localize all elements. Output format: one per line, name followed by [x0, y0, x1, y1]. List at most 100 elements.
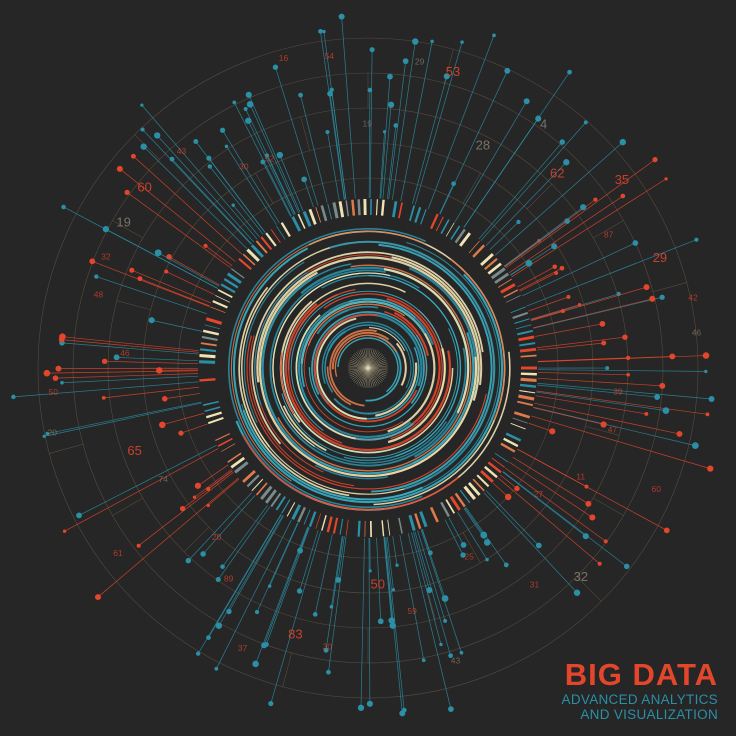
- barcode-segment: [345, 519, 349, 536]
- radial-spoke: [407, 533, 452, 710]
- spoke-end-dot: [504, 493, 512, 501]
- center-ray: [367, 367, 383, 382]
- concentric-arcs: [228, 228, 511, 511]
- spoke-end-dot: [129, 267, 135, 273]
- spoke-end-dot: [179, 505, 186, 512]
- spoke-end-dot: [325, 129, 330, 135]
- radial-spoke: [392, 536, 398, 566]
- number-label: 31: [530, 580, 540, 590]
- barcode-segment: [398, 202, 403, 219]
- radial-spoke: [300, 95, 328, 204]
- radial-spoke: [249, 104, 299, 213]
- spoke-end-dot: [427, 550, 433, 556]
- barcode-segment: [520, 377, 537, 383]
- center-ray: [367, 367, 385, 380]
- radial-spoke: [47, 401, 202, 434]
- radial-spoke: [157, 252, 220, 287]
- radial-spoke: [504, 240, 540, 267]
- spoke-end-dot: [597, 561, 602, 566]
- barcode-segment: [520, 354, 537, 358]
- radial-spoke: [483, 492, 578, 593]
- barcode-segment: [251, 478, 264, 492]
- barcode-segment: [199, 360, 216, 364]
- spoke-end-dot: [585, 500, 592, 507]
- spoke-end-dot: [603, 539, 608, 544]
- radial-spoke: [168, 256, 220, 286]
- spoke-end-dot: [245, 91, 252, 98]
- spoke-end-dot: [626, 373, 630, 377]
- data-arc: [282, 405, 327, 452]
- center-ray: [367, 365, 388, 369]
- barcode-segment: [454, 492, 466, 508]
- barcode-segment: [338, 201, 345, 218]
- spoke-end-dot: [366, 700, 373, 707]
- data-arc: [238, 286, 350, 497]
- barcode-segment: [275, 496, 286, 511]
- spoke-end-dot: [480, 531, 488, 539]
- barcode-segment: [445, 222, 455, 237]
- brand-title: BIG DATA: [564, 657, 718, 692]
- spoke-end-dot: [676, 431, 683, 437]
- barcode-segment: [468, 240, 480, 254]
- center-ray: [357, 367, 369, 386]
- radial-spoke: [116, 356, 199, 362]
- spoke-end-dot: [169, 156, 175, 162]
- number-label: 46: [692, 327, 702, 337]
- barcode-segment: [519, 390, 536, 394]
- center-ray: [367, 359, 387, 369]
- number-label: 27: [534, 489, 544, 499]
- spoke-end-dot: [600, 421, 607, 428]
- spoke-end-dot: [559, 265, 565, 271]
- radial-spoke: [531, 415, 711, 469]
- radial-spoke: [266, 155, 296, 215]
- spoke-end-dot: [312, 612, 318, 617]
- barcode-ring: [199, 199, 537, 537]
- barcode-segment: [201, 335, 218, 341]
- grid-sector-line: [282, 652, 292, 687]
- spoke-end-dot: [94, 594, 101, 601]
- barcode-segment: [414, 513, 422, 530]
- barcode-segment: [503, 437, 519, 448]
- spoke-end-dot: [272, 64, 279, 70]
- center-ray: [367, 351, 380, 369]
- center-ray: [351, 367, 369, 380]
- barcode-segment: [497, 278, 512, 288]
- spoke-end-dot: [153, 132, 161, 139]
- data-arc: [307, 303, 406, 346]
- spoke-end-dot: [231, 203, 235, 207]
- number-label: 25: [464, 552, 474, 562]
- spoke-end-dot: [439, 642, 443, 647]
- radial-spoke: [510, 262, 530, 276]
- data-arc: [324, 324, 412, 389]
- data-arc: [230, 230, 426, 482]
- data-arc: [288, 289, 356, 444]
- spoke-end-dot: [224, 144, 229, 149]
- data-arc: [321, 321, 415, 415]
- grid-sector-line: [526, 183, 553, 210]
- barcode-segment: [519, 383, 537, 388]
- barcode-segment: [440, 219, 450, 235]
- radial-spoke: [156, 135, 255, 243]
- data-arc: [348, 298, 416, 319]
- spoke-end-dot: [459, 650, 464, 655]
- center-ray: [367, 367, 377, 387]
- grid-sector-line: [462, 172, 481, 204]
- center-ray: [367, 363, 388, 369]
- radial-spoke: [197, 513, 282, 654]
- barcode-segment: [234, 461, 249, 474]
- radial-spoke: [497, 477, 600, 564]
- barcode-segment: [494, 452, 509, 463]
- barcode-segment: [512, 417, 528, 424]
- barcode-segment: [205, 411, 222, 419]
- radial-spoke: [207, 470, 233, 490]
- radial-spoke: [517, 448, 587, 487]
- barcode-segment: [381, 520, 385, 537]
- spoke-end-dot: [659, 294, 665, 300]
- barcode-segment: [220, 283, 236, 294]
- grid-sector-line: [112, 497, 143, 516]
- radial-spoke: [141, 104, 258, 240]
- barcode-segment: [380, 199, 385, 216]
- spoke-end-dot: [154, 249, 162, 257]
- barcode-segment: [459, 489, 471, 504]
- radial-spoke: [133, 156, 243, 255]
